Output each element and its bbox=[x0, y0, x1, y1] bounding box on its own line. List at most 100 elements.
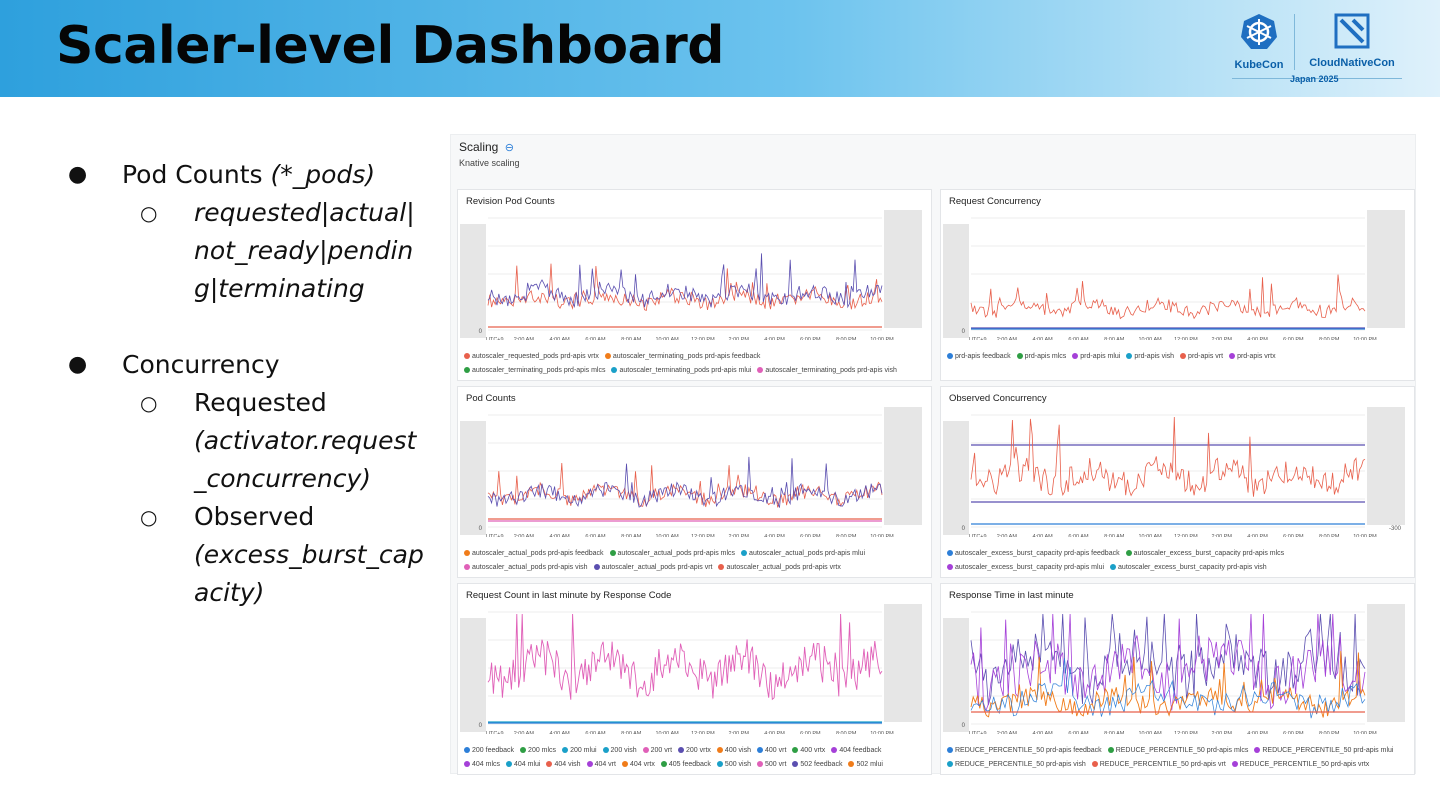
legend-item[interactable]: 500 vish bbox=[716, 761, 751, 768]
legend-label: 404 vish bbox=[554, 761, 581, 768]
legend-item[interactable]: REDUCE_PERCENTILE_50 prd-apis mlui bbox=[1254, 747, 1393, 754]
legend-item[interactable]: autoscaler_requested_pods prd-apis vrtx bbox=[464, 353, 599, 360]
legend-label: 404 feedback bbox=[839, 747, 882, 754]
legend-swatch-icon bbox=[1016, 353, 1023, 360]
legend-item[interactable]: 400 vrt bbox=[757, 747, 786, 754]
legend-item[interactable]: 404 vrtx bbox=[621, 761, 655, 768]
legend-swatch-icon bbox=[586, 761, 593, 768]
legend-label: REDUCE_PERCENTILE_50 prd-apis mlcs bbox=[1115, 747, 1249, 754]
legend-item[interactable]: autoscaler_terminating_pods prd-apis vis… bbox=[757, 367, 897, 374]
panel-chart[interactable]: 0 -300 UTC+9 2:00 AM 4:00 AM 6:00 AM 8:00 AM 10… bbox=[941, 387, 1416, 537]
legend-item[interactable]: 405 feedback bbox=[660, 761, 711, 768]
legend-item[interactable]: autoscaler_excess_burst_capacity prd-api… bbox=[947, 550, 1120, 557]
legend-item[interactable]: 502 mlui bbox=[848, 761, 883, 768]
series-line[interactable] bbox=[970, 613, 1366, 706]
legend-item[interactable]: 400 vrtx bbox=[792, 747, 825, 754]
panel-revision-pod-counts[interactable]: Revision Pod Counts 0 UTC+9 2:00 AM 4:00 AM 6… bbox=[457, 189, 932, 381]
series-line[interactable] bbox=[970, 416, 1366, 497]
legend-item[interactable]: 404 mlcs bbox=[464, 761, 500, 768]
legend-item[interactable]: prd-apis mlui bbox=[1072, 353, 1120, 360]
legend-item[interactable]: 200 vrt bbox=[642, 747, 672, 754]
legend-item[interactable]: 500 vrt bbox=[757, 761, 786, 768]
legend-item[interactable]: REDUCE_PERCENTILE_50 prd-apis mlcs bbox=[1107, 747, 1249, 754]
chart-legend-row: autoscaler_requested_pods prd-apis vrtx a… bbox=[464, 350, 924, 364]
legend-item[interactable]: autoscaler_actual_pods prd-apis vish bbox=[464, 564, 588, 571]
legend-item[interactable]: REDUCE_PERCENTILE_50 prd-apis vish bbox=[947, 761, 1086, 768]
legend-item[interactable]: autoscaler_actual_pods prd-apis feedback bbox=[464, 550, 604, 557]
legend-item[interactable]: 200 vrtx bbox=[678, 747, 711, 754]
legend-item[interactable]: prd-apis feedback bbox=[947, 353, 1011, 360]
legend-item[interactable]: autoscaler_terminating_pods prd-apis mlc… bbox=[464, 367, 605, 374]
series-line[interactable] bbox=[970, 657, 1366, 719]
legend-item[interactable]: REDUCE_PERCENTILE_50 prd-apis vrtx bbox=[1231, 761, 1369, 768]
legend-swatch-icon bbox=[604, 353, 611, 360]
legend-item[interactable]: 404 feedback bbox=[831, 747, 881, 754]
series-line[interactable] bbox=[487, 462, 883, 508]
legend-label: 200 vish bbox=[610, 747, 637, 754]
legend-item[interactable]: prd-apis vrtx bbox=[1229, 353, 1276, 360]
legend-item[interactable]: autoscaler_excess_burst_capacity prd-api… bbox=[947, 564, 1104, 571]
legend-item[interactable]: prd-apis mlcs bbox=[1016, 353, 1066, 360]
x-tick-label: 6:00 AM bbox=[585, 731, 606, 734]
legend-item[interactable]: 200 mlui bbox=[562, 747, 597, 754]
y-zero-label: 0 bbox=[962, 526, 966, 532]
legend-item[interactable]: 200 feedback bbox=[464, 747, 514, 754]
series-line[interactable] bbox=[487, 613, 883, 701]
legend-swatch-icon bbox=[1126, 353, 1133, 360]
series-line[interactable] bbox=[970, 613, 1366, 713]
x-tick-label: 2:00 AM bbox=[997, 731, 1018, 734]
x-tick-label: 6:00 AM bbox=[1068, 731, 1089, 734]
legend-item[interactable]: autoscaler_actual_pods prd-apis vrt bbox=[593, 564, 712, 571]
series-line[interactable] bbox=[487, 456, 883, 508]
hover-tooltip-block bbox=[1367, 210, 1405, 328]
dashboard-section-title[interactable]: Scaling ⊖ bbox=[459, 140, 514, 154]
legend-item[interactable]: 200 mlcs bbox=[520, 747, 556, 754]
legend-item[interactable]: autoscaler_actual_pods prd-apis mlcs bbox=[609, 550, 735, 557]
panel-response-time[interactable]: Response Time in last minute 0 UTC+9 2:00 A… bbox=[940, 583, 1415, 775]
x-tick-label: 10:00 PM bbox=[870, 337, 894, 340]
series-line[interactable] bbox=[487, 253, 883, 309]
legend-item[interactable]: autoscaler_actual_pods prd-apis mlui bbox=[741, 550, 865, 557]
x-tick-label: 10:00 PM bbox=[870, 534, 894, 537]
legend-swatch-icon bbox=[464, 747, 470, 754]
legend-item[interactable]: autoscaler_actual_pods prd-apis vrtx bbox=[718, 564, 841, 571]
legend-item[interactable]: 400 vish bbox=[716, 747, 751, 754]
x-tick-label: 2:00 AM bbox=[514, 337, 535, 340]
legend-item[interactable]: autoscaler_terminating_pods prd-apis fee… bbox=[604, 353, 760, 360]
legend-label: 200 feedback bbox=[472, 747, 515, 754]
y-axis-block bbox=[943, 421, 969, 535]
cloudnativecon-label: CloudNativeCon bbox=[1309, 57, 1395, 69]
series-line[interactable] bbox=[487, 263, 883, 311]
legend-item[interactable]: autoscaler_excess_burst_capacity prd-api… bbox=[1125, 550, 1284, 557]
legend-item[interactable]: 200 vish bbox=[602, 747, 637, 754]
series-line[interactable] bbox=[970, 274, 1366, 320]
legend-item[interactable]: 502 feedback bbox=[792, 761, 842, 768]
panel-observed-concurrency[interactable]: Observed Concurrency 0 -300 UTC+9 2:00 AM 4:0… bbox=[940, 386, 1415, 578]
chart-legend-row: REDUCE_PERCENTILE_50 prd-apis feedback RE… bbox=[947, 744, 1407, 758]
legend-item[interactable]: prd-apis vish bbox=[1126, 353, 1174, 360]
legend-label: 400 vish bbox=[724, 747, 751, 754]
pod-states-line-2: not_ready|pendin bbox=[194, 236, 414, 265]
legend-item[interactable]: autoscaler_terminating_pods prd-apis mlu… bbox=[611, 367, 751, 374]
chart-legend-row: prd-apis feedback prd-apis mlcs prd-apis m… bbox=[947, 350, 1407, 364]
legend-swatch-icon bbox=[947, 564, 953, 571]
panel-pod-counts[interactable]: Pod Counts 0 UTC+9 2:00 AM 4:00 AM 6:00 AM 8:0… bbox=[457, 386, 932, 578]
panel-request-concurrency[interactable]: Request Concurrency 0 UTC+9 2:00 AM 4:00 AM 6… bbox=[940, 189, 1415, 381]
legend-item[interactable]: 404 mlui bbox=[506, 761, 540, 768]
legend-item[interactable]: 404 vish bbox=[546, 761, 581, 768]
link-icon[interactable]: ⊖ bbox=[504, 142, 514, 154]
legend-item[interactable]: autoscaler_excess_burst_capacity prd-api… bbox=[1110, 564, 1267, 571]
legend-label: REDUCE_PERCENTILE_50 prd-apis vish bbox=[955, 761, 1086, 768]
pod-states-line-3: g|terminating bbox=[194, 274, 365, 303]
legend-item[interactable]: 404 vrt bbox=[586, 761, 616, 768]
legend-item[interactable]: REDUCE_PERCENTILE_50 prd-apis vrt bbox=[1091, 761, 1226, 768]
legend-item[interactable]: REDUCE_PERCENTILE_50 prd-apis feedback bbox=[947, 747, 1102, 754]
x-tick-label: 2:00 AM bbox=[514, 731, 535, 734]
panel-request-count-by-code[interactable]: Request Count in last minute by Response… bbox=[457, 583, 932, 775]
legend-item[interactable]: prd-apis vrt bbox=[1180, 353, 1223, 360]
